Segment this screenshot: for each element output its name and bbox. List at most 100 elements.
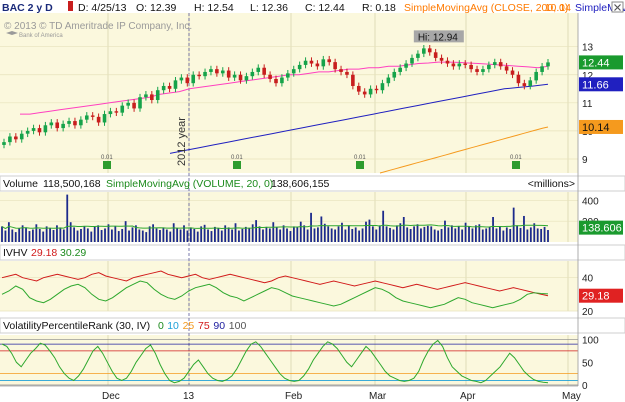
vpr-series: [0, 339, 578, 386]
volume-header-bar: [0, 175, 625, 192]
volume-bar: [306, 229, 309, 242]
candle-body: [392, 71, 397, 78]
x-tick-label: Apr: [460, 391, 476, 402]
candle-body: [144, 94, 148, 98]
dividend-label: 0.01: [354, 155, 366, 161]
price-panel[interactable]: [0, 13, 578, 173]
candle-body: [469, 64, 473, 70]
candle-body: [215, 69, 219, 74]
candle-body: [49, 122, 54, 126]
volume-bar: [49, 227, 51, 242]
svg-text:R: 0.18: R: 0.18: [362, 2, 396, 14]
candle-body: [427, 48, 432, 53]
volume-bar: [313, 228, 316, 242]
candle-body: [55, 122, 60, 129]
volume-bar: [80, 228, 82, 242]
volume-bar: [389, 227, 391, 242]
volume-bar: [42, 231, 45, 242]
volume-bar: [447, 227, 450, 242]
volume-bar: [499, 226, 501, 242]
candle-body: [31, 128, 36, 131]
candle-body: [540, 66, 544, 72]
volume-bar: [440, 228, 443, 242]
volume-bar: [210, 231, 213, 242]
volume-bar: [330, 228, 333, 242]
candle-body: [451, 63, 456, 67]
volume-bar: [275, 227, 278, 242]
volume-bar: [341, 222, 343, 242]
volume-panel[interactable]: [0, 192, 578, 242]
volume-bar: [93, 226, 96, 242]
candle-body: [528, 80, 533, 86]
candle-body: [155, 90, 160, 101]
volume-bar: [481, 229, 484, 242]
volume-bar: [471, 228, 474, 242]
volume-bar: [155, 228, 158, 242]
volume-bar: [238, 230, 240, 242]
vpr-panel[interactable]: [0, 335, 578, 385]
candle-body: [386, 77, 391, 84]
price-tick-label: 12: [582, 71, 594, 82]
sma200-badge: 10.14: [582, 122, 610, 134]
volume-bar: [152, 224, 154, 242]
volume-bar: [423, 226, 426, 242]
dividend-icon: [512, 161, 520, 169]
volume-bar: [193, 228, 196, 242]
symbol-dropdown-marker[interactable]: [68, 1, 73, 11]
volume-bar: [495, 228, 498, 242]
quote-open: O: 12.39: [136, 2, 176, 14]
volume-bar: [492, 217, 494, 242]
volume-bar: [90, 231, 93, 242]
svg-text:SimpleMovingAvg (CLOSE, 200, 0[interactable]: SimpleMovingAvg (CLOSE, 200, 0): [404, 2, 568, 14]
volume-bar: [104, 228, 106, 242]
svg-text:VolatilityPercentileRank (30,[interactable]: VolatilityPercentileRank (30, IV): [3, 320, 150, 332]
vpr-header-bar: [0, 317, 625, 334]
ivhv-panel[interactable]: [0, 261, 578, 311]
volume-bar: [124, 221, 127, 242]
volume-bar: [279, 229, 282, 242]
svg-text:SimpleMovingAvg (VOLUME, 20, 0[interactable]: SimpleMovingAvg (VOLUME, 20, 0): [106, 178, 273, 190]
svg-text:C: 12.44: C: 12.44: [305, 2, 345, 14]
volume-sma-value: 138,606,155: [271, 178, 330, 190]
iv-last-badge: 29.18: [582, 291, 610, 303]
volume-bar: [69, 222, 72, 242]
candle-body: [286, 73, 290, 78]
candle-body: [268, 74, 272, 79]
volume-bar: [320, 216, 323, 242]
volume-bar: [347, 225, 350, 242]
volume-bar: [200, 226, 203, 242]
sma50-line: [169, 83, 549, 154]
dividend-icon: [103, 161, 111, 169]
volume-bar: [299, 221, 302, 242]
volume-bar: [327, 226, 330, 242]
candle-body: [138, 97, 142, 109]
vpr-level-value: 90: [213, 320, 225, 332]
candle-body: [220, 70, 225, 74]
candle-body: [439, 57, 444, 61]
volume-bar: [162, 227, 165, 242]
vpr-level-list: 0 10 25 75 90 100: [158, 320, 246, 332]
volume-bar: [523, 215, 525, 242]
volume-bar: [433, 229, 436, 242]
volume-bar: [244, 226, 247, 242]
vpr-tick-label: 100: [582, 336, 599, 347]
dividend-icon: [233, 161, 241, 169]
volume-bar: [420, 228, 422, 242]
candle-body: [232, 74, 237, 78]
volume-bar: [396, 225, 398, 242]
candle-body: [102, 114, 107, 123]
ivhv-series: [1, 270, 549, 309]
volume-bar: [351, 228, 354, 242]
close-icon[interactable]: [611, 1, 624, 13]
volume-sma-badge: 138.606: [582, 223, 622, 235]
volume-bar: [11, 229, 14, 242]
volume-bar: [488, 226, 491, 242]
candle-body: [226, 70, 231, 78]
candle-body: [345, 71, 349, 75]
volume-bar: [169, 231, 172, 242]
volume-bar: [337, 226, 340, 242]
candle-body: [522, 83, 527, 86]
volume-title: Volume: [3, 178, 38, 190]
volume-bar: [358, 230, 361, 242]
candle-body: [250, 71, 255, 77]
